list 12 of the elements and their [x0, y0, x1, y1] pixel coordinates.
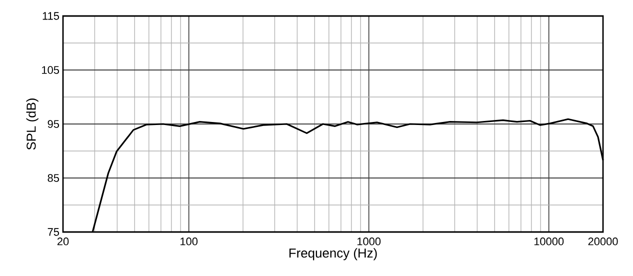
y-tick-label: 85 — [48, 174, 60, 182]
y-tick-label: 115 — [42, 12, 60, 20]
y-tick-label: 75 — [48, 228, 60, 236]
y-tick-label: 105 — [42, 66, 60, 74]
x-tick-label: 100 — [180, 238, 198, 246]
y-tick-label: 95 — [48, 120, 60, 128]
x-tick-label: 20000 — [588, 238, 618, 246]
x-tick-label: 20 — [57, 238, 69, 246]
x-tick-label: 1000 — [357, 238, 381, 246]
x-axis-title: Frequency (Hz) — [289, 248, 377, 260]
x-tick-label: 10000 — [534, 238, 564, 246]
y-axis-title: SPL (dB) — [26, 98, 38, 150]
